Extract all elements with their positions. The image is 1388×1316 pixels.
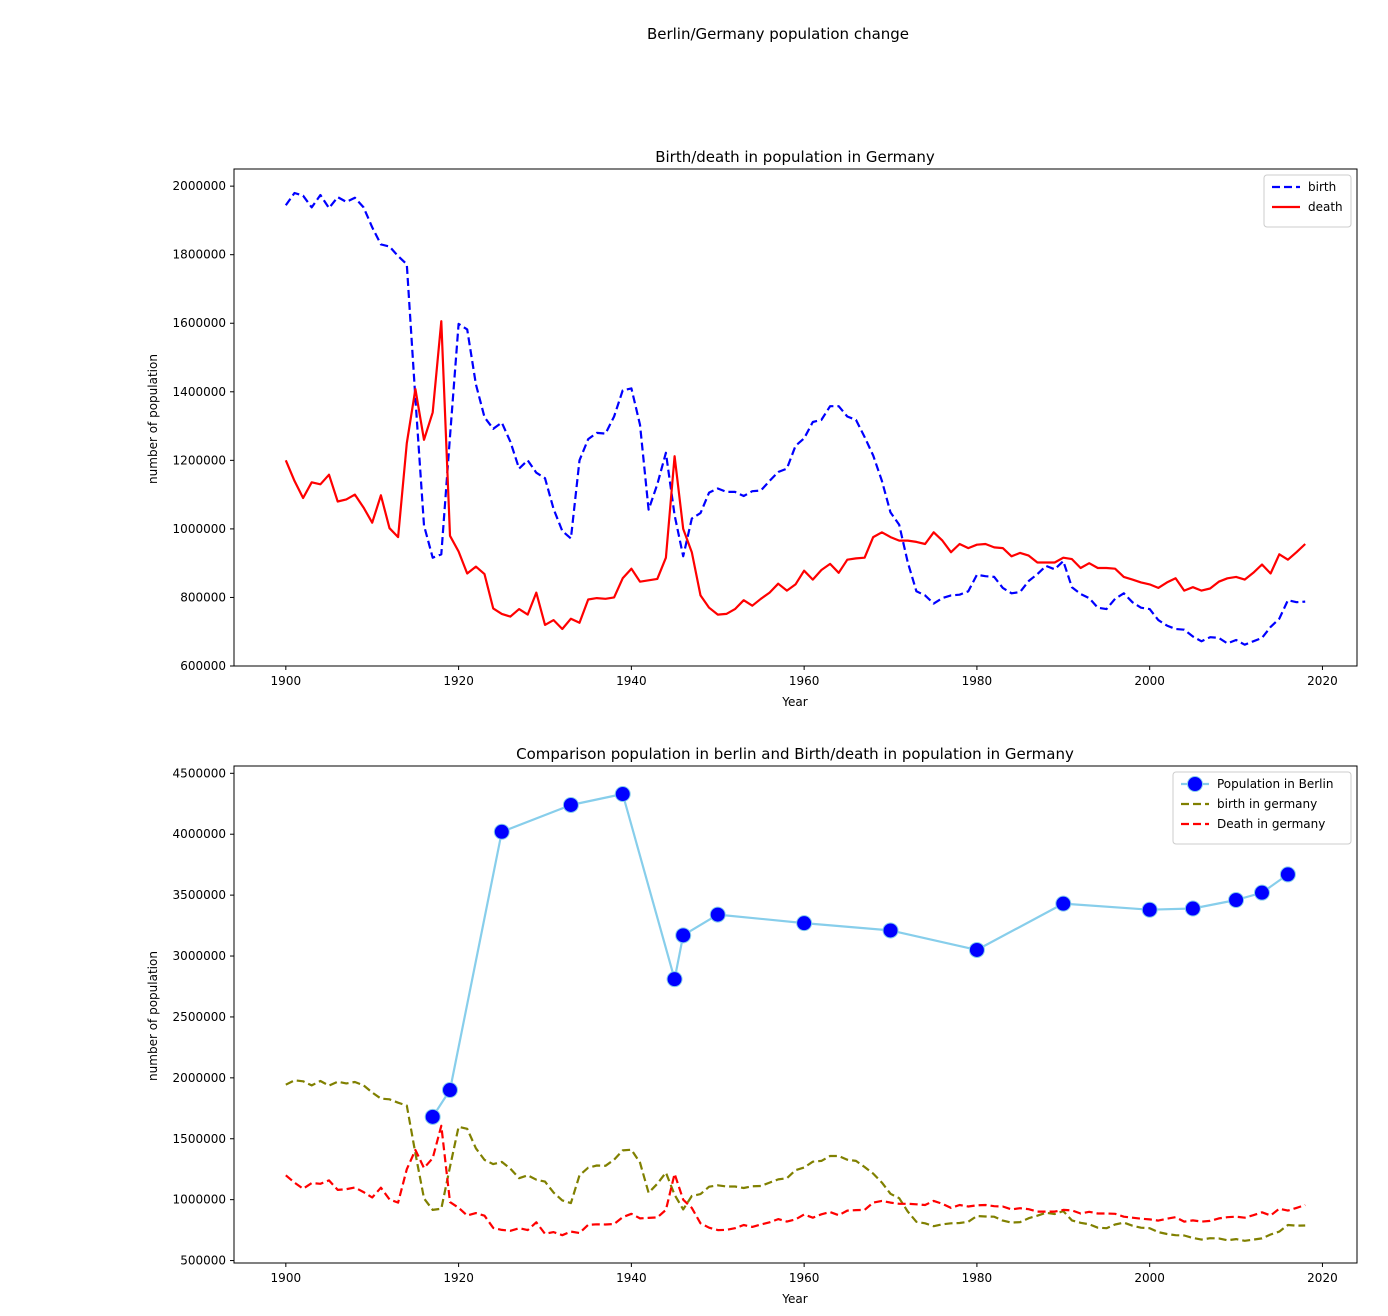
- y-tick-label: 2000000: [173, 1071, 226, 1085]
- x-tick-label: 2020: [1307, 674, 1338, 688]
- y-tick-label: 2000000: [173, 179, 226, 193]
- x-tick-label: 1980: [962, 674, 993, 688]
- y-tick-label: 1500000: [173, 1132, 226, 1146]
- data-point-population-in-berlin: [424, 1108, 441, 1125]
- data-point-population-in-berlin: [666, 971, 683, 988]
- legend: birth death: [1263, 174, 1352, 228]
- x-tick-label: 2000: [1134, 674, 1165, 688]
- x-tick-label: 1960: [789, 674, 820, 688]
- x-tick-label: 1900: [271, 1271, 302, 1285]
- x-axis-ticks: 1900 1920 1940 1960 1980 2000 2020: [271, 1263, 1338, 1285]
- y-tick-label: 600000: [180, 659, 226, 673]
- series-line-birth-in-germany: [285, 1079, 1306, 1242]
- chart-title: Comparison population in berlin and Birt…: [516, 745, 1074, 763]
- plot-lines: [285, 786, 1306, 1242]
- data-point-population-in-berlin: [882, 922, 899, 939]
- series-line-birth: [284, 191, 1306, 646]
- data-point-population-in-berlin: [562, 796, 579, 813]
- y-tick-label: 800000: [180, 590, 226, 604]
- y-tick-label: 1000000: [173, 522, 226, 536]
- y-tick-label: 1600000: [173, 316, 226, 330]
- x-tick-label: 1900: [271, 674, 302, 688]
- legend-label: Population in Berlin: [1217, 777, 1333, 791]
- y-tick-label: 1400000: [173, 385, 226, 399]
- data-point-population-in-berlin: [1055, 895, 1072, 912]
- x-axis-ticks: 1900 1920 1940 1960 1980 2000 2020: [271, 666, 1338, 688]
- data-point-population-in-berlin: [968, 941, 985, 958]
- data-point-population-in-berlin: [1228, 891, 1245, 908]
- y-axis-ticks: 600000 800000 1000000 1200000 1400000 1600000…: [173, 179, 234, 673]
- data-point-population-in-berlin: [1184, 900, 1201, 917]
- series-line-death-in-germany: [285, 1124, 1306, 1237]
- data-point-population-in-berlin: [614, 786, 631, 803]
- series-line-population-in-berlin: [431, 792, 1289, 1118]
- axes-frame: [233, 765, 1358, 1264]
- chart-title: Birth/death in population in Germany: [655, 148, 935, 166]
- legend-entry: Death in germany: [1181, 817, 1325, 831]
- data-point-population-in-berlin: [796, 915, 813, 932]
- y-tick-label: 1200000: [173, 453, 226, 467]
- y-tick-label: 4500000: [173, 766, 226, 780]
- data-point-population-in-berlin: [1279, 866, 1296, 883]
- y-tick-label: 3000000: [173, 949, 226, 963]
- plot-lines: [284, 191, 1306, 646]
- y-axis-label: number of population: [146, 951, 160, 1081]
- legend-label: birth: [1308, 180, 1336, 194]
- figure-suptitle: Berlin/Germany population change: [647, 25, 909, 43]
- data-point-population-in-berlin: [675, 927, 692, 944]
- x-tick-label: 1960: [789, 1271, 820, 1285]
- y-tick-label: 4000000: [173, 827, 226, 841]
- data-point-population-in-berlin: [709, 906, 726, 923]
- legend-label: Death in germany: [1217, 817, 1325, 831]
- legend: Population in Berlin birth in germany Deat…: [1172, 771, 1352, 845]
- x-axis-label: Year: [781, 1292, 807, 1306]
- y-tick-label: 2500000: [173, 1010, 226, 1024]
- chart-berlin-comparison: 1900 1920 1940 1960 1980 2000 2020 500000 10000…: [146, 745, 1358, 1306]
- data-point-population-in-berlin: [1253, 884, 1270, 901]
- y-axis-ticks: 500000 1000000 1500000 2000000 2500000 300000…: [173, 766, 234, 1268]
- x-tick-label: 1980: [962, 1271, 993, 1285]
- y-tick-label: 3500000: [173, 888, 226, 902]
- legend-box: [1172, 771, 1352, 845]
- y-tick-label: 1800000: [173, 248, 226, 262]
- x-tick-label: 1940: [616, 674, 647, 688]
- data-point-population-in-berlin: [1141, 901, 1158, 918]
- y-tick-label: 1000000: [173, 1193, 226, 1207]
- y-tick-label: 500000: [180, 1254, 226, 1268]
- legend-marker: [1187, 776, 1203, 792]
- legend-entry: death: [1272, 200, 1343, 214]
- x-tick-label: 2000: [1134, 1271, 1165, 1285]
- data-point-population-in-berlin: [493, 823, 510, 840]
- x-tick-label: 2020: [1307, 1271, 1338, 1285]
- chart-birth-death-germany: 1900 1920 1940 1960 1980 2000 2020 600000 80000…: [146, 148, 1358, 709]
- data-point-population-in-berlin: [441, 1082, 458, 1099]
- x-tick-label: 1940: [616, 1271, 647, 1285]
- legend-entry: Population in Berlin: [1181, 776, 1333, 792]
- x-axis-label: Year: [781, 695, 807, 709]
- x-tick-label: 1920: [443, 1271, 474, 1285]
- axes-frame: [233, 168, 1358, 667]
- x-tick-label: 1920: [443, 674, 474, 688]
- series-line-death: [284, 320, 1306, 631]
- y-axis-label: number of population: [146, 354, 160, 484]
- legend-entry: birth: [1272, 180, 1336, 194]
- legend-entry: birth in germany: [1181, 797, 1317, 811]
- legend-label: death: [1308, 200, 1343, 214]
- legend-label: birth in germany: [1217, 797, 1317, 811]
